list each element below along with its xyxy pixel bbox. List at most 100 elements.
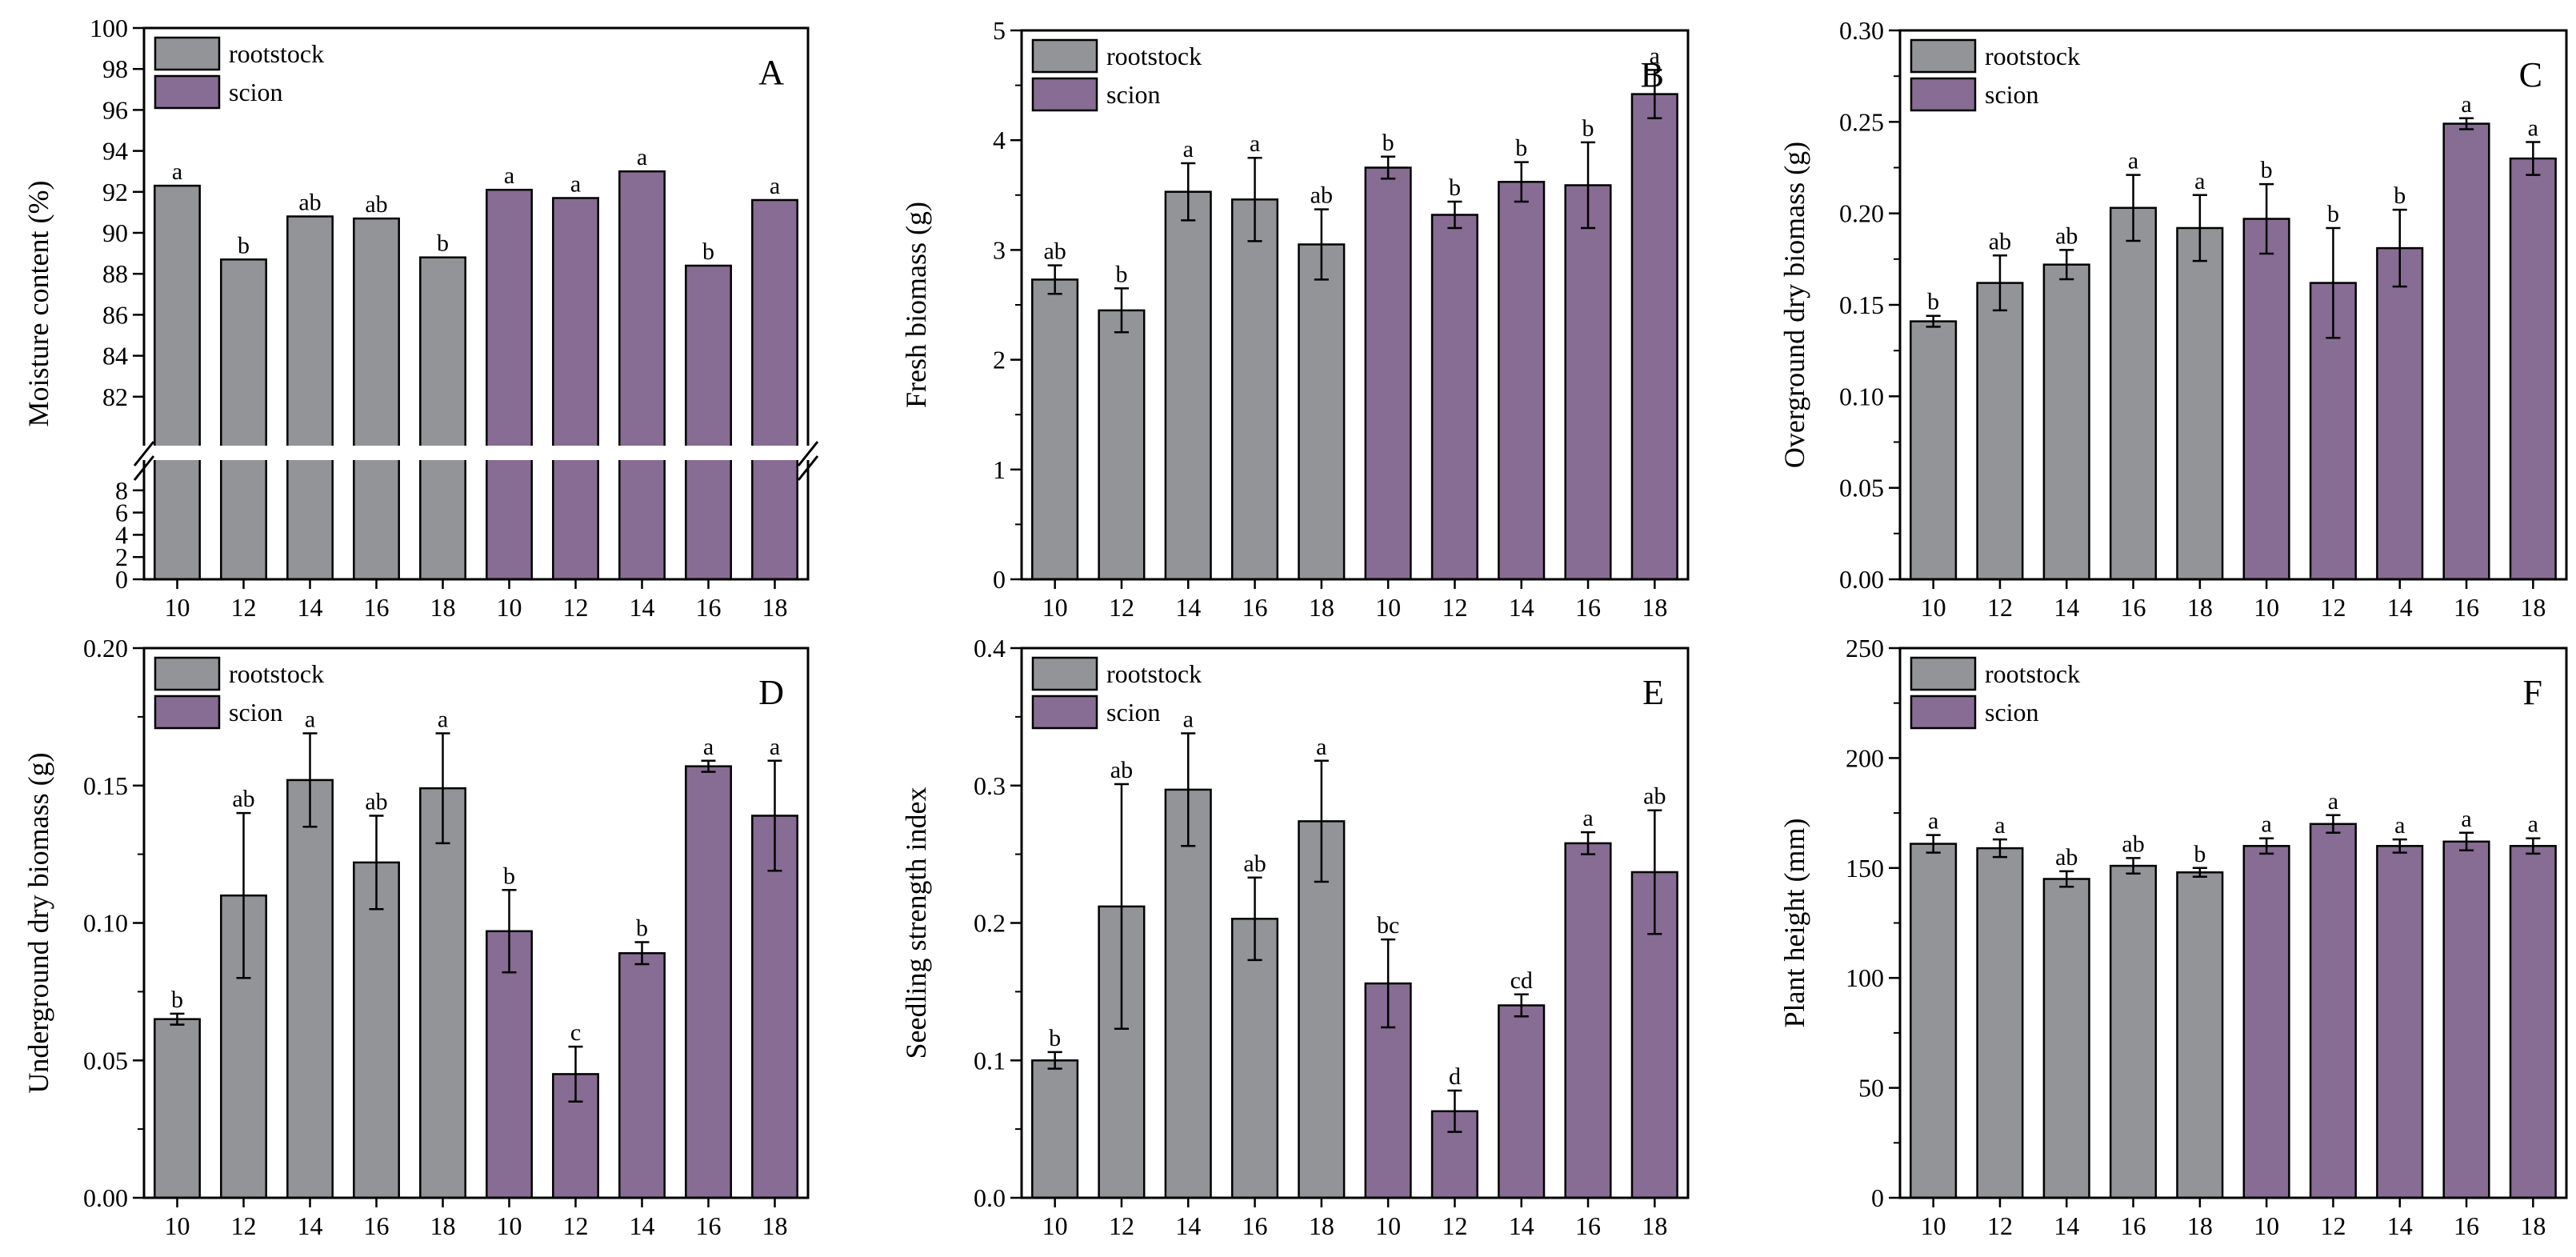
x-tick-label: 10 bbox=[165, 593, 190, 622]
legend-label-scion: scion bbox=[1106, 698, 1161, 727]
x-tick-label: 14 bbox=[1175, 1211, 1201, 1240]
x-tick-label: 10 bbox=[1921, 593, 1946, 622]
panel-letter: D bbox=[758, 673, 784, 712]
y-tick-label: 0.1 bbox=[974, 1046, 1006, 1075]
significance-label: b bbox=[1927, 289, 1939, 315]
x-tick-label: 14 bbox=[2054, 1211, 2079, 1240]
bar-scion-16 bbox=[685, 264, 732, 581]
significance-label: a bbox=[2261, 811, 2271, 838]
bar-scion-10 bbox=[486, 188, 533, 581]
panel-letter: A bbox=[758, 53, 784, 92]
legend-label-rootstock: rootstock bbox=[1985, 42, 2080, 70]
bar-scion-16 bbox=[1564, 842, 1612, 1199]
x-tick-label: 14 bbox=[2387, 593, 2413, 622]
bar-scion-10 bbox=[1364, 166, 1412, 581]
x-tick-label: 10 bbox=[2254, 593, 2279, 622]
y-tick-label: 100 bbox=[90, 14, 128, 42]
x-tick-label: 18 bbox=[762, 593, 788, 622]
axis-break-gap bbox=[136, 446, 816, 460]
x-tick-label: 16 bbox=[1242, 1211, 1268, 1240]
y-tick-label: 6 bbox=[115, 498, 128, 527]
plot-frame bbox=[1020, 29, 1690, 581]
y-tick-label: 50 bbox=[1858, 1074, 1884, 1103]
y-tick-label: 0.2 bbox=[974, 909, 1006, 938]
bar-scion-14 bbox=[1498, 181, 1546, 581]
x-tick-label: 16 bbox=[2121, 1211, 2146, 1240]
significance-label: b bbox=[2194, 841, 2206, 867]
plot-frame bbox=[142, 647, 810, 1199]
y-tick-label: 4 bbox=[115, 520, 128, 549]
significance-label: a bbox=[1250, 130, 1260, 157]
bar-scion-16 bbox=[685, 765, 732, 1199]
significance-label: b bbox=[1449, 174, 1461, 201]
y-axis-title: Overground dry biomass (g) bbox=[1778, 142, 1810, 468]
y-axis-title: Underground dry biomass (g) bbox=[22, 752, 54, 1093]
x-tick-label: 14 bbox=[1509, 593, 1534, 622]
x-tick-label: 14 bbox=[2054, 593, 2079, 622]
legend-swatch-rootstock bbox=[1031, 38, 1098, 74]
x-tick-label: 10 bbox=[1921, 1211, 1946, 1240]
plot-frame bbox=[1898, 29, 2568, 581]
significance-label: b bbox=[2327, 201, 2339, 227]
significance-label: ab bbox=[1310, 182, 1333, 209]
bar-scion-16 bbox=[2442, 122, 2490, 581]
x-tick-label: 10 bbox=[1375, 1211, 1401, 1240]
y-tick-label: 150 bbox=[1846, 854, 1884, 883]
x-tick-label: 14 bbox=[630, 593, 655, 622]
x-tick-label: 10 bbox=[1042, 1211, 1068, 1240]
bar-rootstock-12 bbox=[220, 258, 267, 581]
y-tick-label: 0.15 bbox=[83, 771, 128, 800]
x-tick-label: 12 bbox=[1109, 593, 1134, 622]
x-tick-label: 14 bbox=[1175, 593, 1201, 622]
y-tick-label: 4 bbox=[993, 126, 1006, 154]
significance-label: a bbox=[1582, 805, 1593, 831]
x-tick-label: 12 bbox=[1442, 1211, 1467, 1240]
legend-label-scion: scion bbox=[1106, 80, 1161, 109]
significance-label: b bbox=[702, 238, 714, 265]
axis-break-mark-left-1 bbox=[133, 441, 155, 466]
y-tick-label: 100 bbox=[1846, 963, 1884, 992]
bar-rootstock-14 bbox=[286, 779, 334, 1199]
y-tick-label: 0.0 bbox=[974, 1183, 1006, 1212]
x-tick-label: 16 bbox=[2454, 1211, 2479, 1240]
y-tick-label: 0 bbox=[115, 565, 128, 594]
x-tick-label: 14 bbox=[2387, 1211, 2413, 1240]
legend-swatch-scion bbox=[1031, 695, 1098, 730]
bar-scion-14 bbox=[1498, 1004, 1546, 1199]
significance-label: a bbox=[1928, 808, 1938, 835]
significance-label: a bbox=[438, 707, 448, 733]
x-tick-label: 18 bbox=[2187, 1211, 2213, 1240]
bar-rootstock-12 bbox=[1098, 309, 1146, 581]
x-tick-label: 16 bbox=[2121, 593, 2146, 622]
legend-swatch-rootstock bbox=[154, 656, 221, 691]
y-tick-label: 8 bbox=[115, 476, 128, 505]
x-tick-label: 18 bbox=[1309, 593, 1334, 622]
x-tick-label: 18 bbox=[2187, 593, 2213, 622]
bar-scion-18 bbox=[1630, 93, 1678, 581]
significance-label: ab bbox=[1043, 238, 1066, 265]
y-tick-label: 200 bbox=[1846, 743, 1884, 772]
legend-swatch-scion bbox=[154, 695, 221, 730]
bar-scion-14 bbox=[618, 170, 666, 581]
legend-label-scion: scion bbox=[229, 698, 283, 727]
significance-label: ab bbox=[1643, 783, 1666, 810]
x-tick-label: 18 bbox=[1642, 1211, 1667, 1240]
significance-label: ab bbox=[2055, 844, 2078, 871]
bar-scion-10 bbox=[2242, 218, 2290, 581]
y-tick-label: 3 bbox=[993, 235, 1006, 264]
y-tick-label: 0.00 bbox=[83, 1183, 128, 1212]
legend-swatch-rootstock bbox=[1031, 656, 1098, 691]
bar-rootstock-18 bbox=[2176, 871, 2224, 1199]
chart-panel-f: a 10 a 12 ab 14 ab 16 b 18 a 10 a 12 a 14 a 16 a 18 0 50 100 15… bbox=[1778, 634, 2568, 1240]
bar-rootstock-16 bbox=[1230, 198, 1279, 581]
significance-label: a bbox=[1183, 136, 1194, 162]
bar-rootstock-10 bbox=[154, 1018, 201, 1199]
x-tick-label: 12 bbox=[563, 1211, 589, 1240]
bar-rootstock-10 bbox=[1031, 1059, 1079, 1199]
y-tick-label: 2 bbox=[993, 346, 1006, 374]
y-tick-label: 90 bbox=[102, 218, 128, 247]
significance-label: b bbox=[1382, 130, 1394, 156]
significance-label: b bbox=[2394, 182, 2406, 209]
y-tick-label: 96 bbox=[102, 95, 128, 124]
